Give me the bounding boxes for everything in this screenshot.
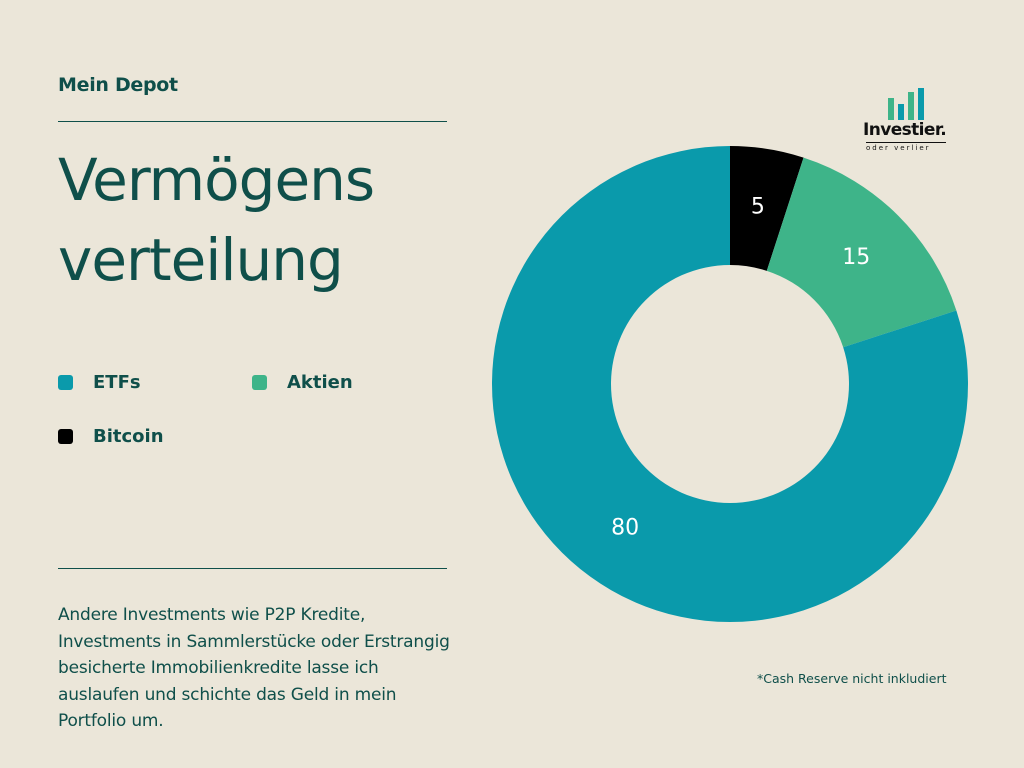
brand-logo: Investier. oder verlier xyxy=(858,86,958,156)
slice-bitcoin xyxy=(730,146,804,271)
page-title: Vermögens verteilung xyxy=(58,140,375,300)
legend-item-aktien: Aktien xyxy=(252,372,353,393)
legend-item-bitcoin: Bitcoin xyxy=(58,426,164,447)
bottom-divider xyxy=(58,568,447,569)
data-label-bitcoin: 5 xyxy=(751,195,765,220)
top-divider xyxy=(58,121,447,122)
legend-swatch-etfs xyxy=(58,375,73,390)
slice-etfs xyxy=(491,146,968,622)
legend-swatch-aktien xyxy=(252,375,267,390)
legend-label-bitcoin: Bitcoin xyxy=(93,426,164,447)
legend-label-etfs: ETFs xyxy=(93,372,141,393)
legend-item-etfs: ETFs xyxy=(58,372,141,393)
logo-wordmark: Investier. xyxy=(863,120,947,140)
data-label-etfs: 80 xyxy=(611,515,639,540)
slice-aktien xyxy=(766,157,957,348)
title-line-1: Vermögens xyxy=(58,146,375,214)
page-label: Mein Depot xyxy=(58,74,178,96)
logo-bars-icon xyxy=(888,88,924,120)
note-text: Andere Investments wie P2P Kredite, Inve… xyxy=(58,605,450,731)
title-line-2: verteilung xyxy=(58,226,344,294)
logo-tagline: oder verlier xyxy=(866,142,946,152)
legend-label-aktien: Aktien xyxy=(287,372,353,393)
legend-swatch-bitcoin xyxy=(58,429,73,444)
data-label-aktien: 15 xyxy=(842,245,870,270)
footnote: *Cash Reserve nicht inkludiert xyxy=(757,671,947,686)
